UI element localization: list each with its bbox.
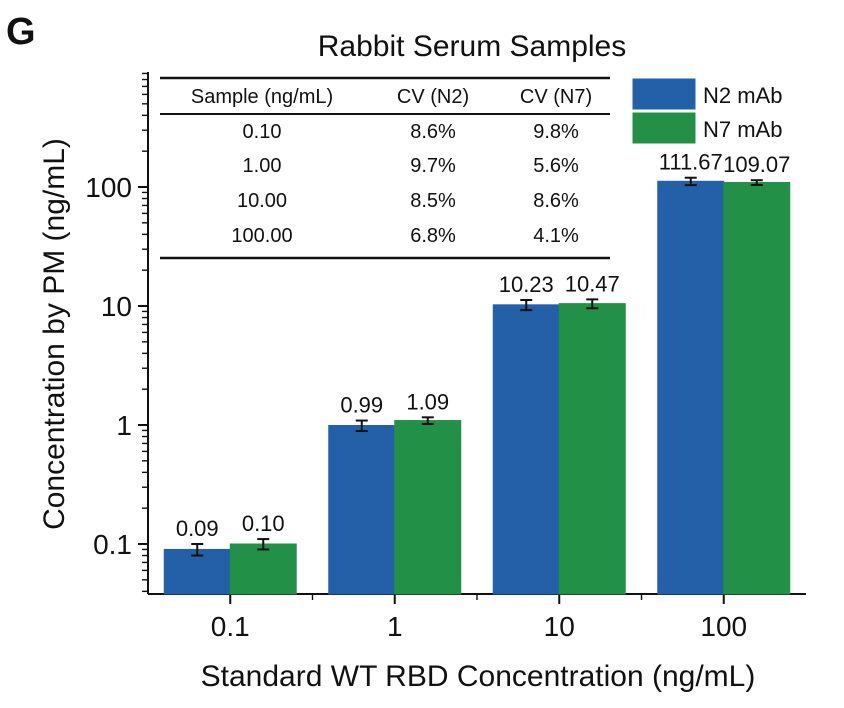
legend-label: N2 mAb xyxy=(703,83,782,108)
data-label: 0.10 xyxy=(242,511,285,536)
y-axis-label: Concentration by PM (ng/mL) xyxy=(38,138,71,530)
bar-n7-2 xyxy=(558,303,626,595)
table-cell: 5.6% xyxy=(533,155,579,177)
table-header: CV (N7) xyxy=(520,86,592,108)
data-label: 10.47 xyxy=(565,271,620,296)
data-label: 10.23 xyxy=(499,272,554,297)
table-cell: 1.00 xyxy=(243,155,282,177)
bar-n2-0 xyxy=(163,548,231,595)
legend-swatch-n7 xyxy=(632,112,696,144)
data-label: 0.09 xyxy=(176,516,219,541)
y-tick-label: 10 xyxy=(101,291,132,322)
bar-n2-1 xyxy=(328,425,396,595)
table-cell: 8.6% xyxy=(533,190,579,212)
legend-label: N7 mAb xyxy=(703,117,782,142)
legend-swatch-n2 xyxy=(632,78,696,110)
panel-label: G xyxy=(6,11,36,53)
table-cell: 100.00 xyxy=(231,225,292,247)
bar-n7-0 xyxy=(229,543,297,595)
table-cell: 9.7% xyxy=(410,155,456,177)
x-tick-label: 1 xyxy=(387,611,403,642)
y-tick-label: 1 xyxy=(116,410,132,441)
table-cell: 4.1% xyxy=(533,225,579,247)
y-tick-label: 0.1 xyxy=(93,529,132,560)
table-cell: 10.00 xyxy=(237,190,287,212)
table-cell: 9.8% xyxy=(533,121,579,143)
x-tick-label: 10 xyxy=(544,611,575,642)
table-header: CV (N2) xyxy=(397,86,469,108)
table-cell: 8.6% xyxy=(410,121,456,143)
bar-n7-3 xyxy=(723,182,791,595)
data-label: 1.09 xyxy=(406,389,449,414)
chart-title: Rabbit Serum Samples xyxy=(318,30,626,63)
table-cell: 8.5% xyxy=(410,190,456,212)
table-cell: 0.10 xyxy=(243,121,282,143)
x-axis-label: Standard WT RBD Concentration (ng/mL) xyxy=(201,660,756,693)
bar-n2-3 xyxy=(657,180,725,595)
x-tick-label: 100 xyxy=(700,611,747,642)
table-cell: 6.8% xyxy=(410,225,456,247)
data-label: 109.07 xyxy=(723,152,790,177)
data-label: 111.67 xyxy=(659,150,723,175)
data-label: 0.99 xyxy=(340,393,383,418)
table-header: Sample (ng/mL) xyxy=(191,86,333,108)
bar-n2-2 xyxy=(492,304,560,595)
y-tick-label: 100 xyxy=(85,172,132,203)
x-tick-label: 0.1 xyxy=(211,611,250,642)
bar-n7-1 xyxy=(394,420,462,595)
